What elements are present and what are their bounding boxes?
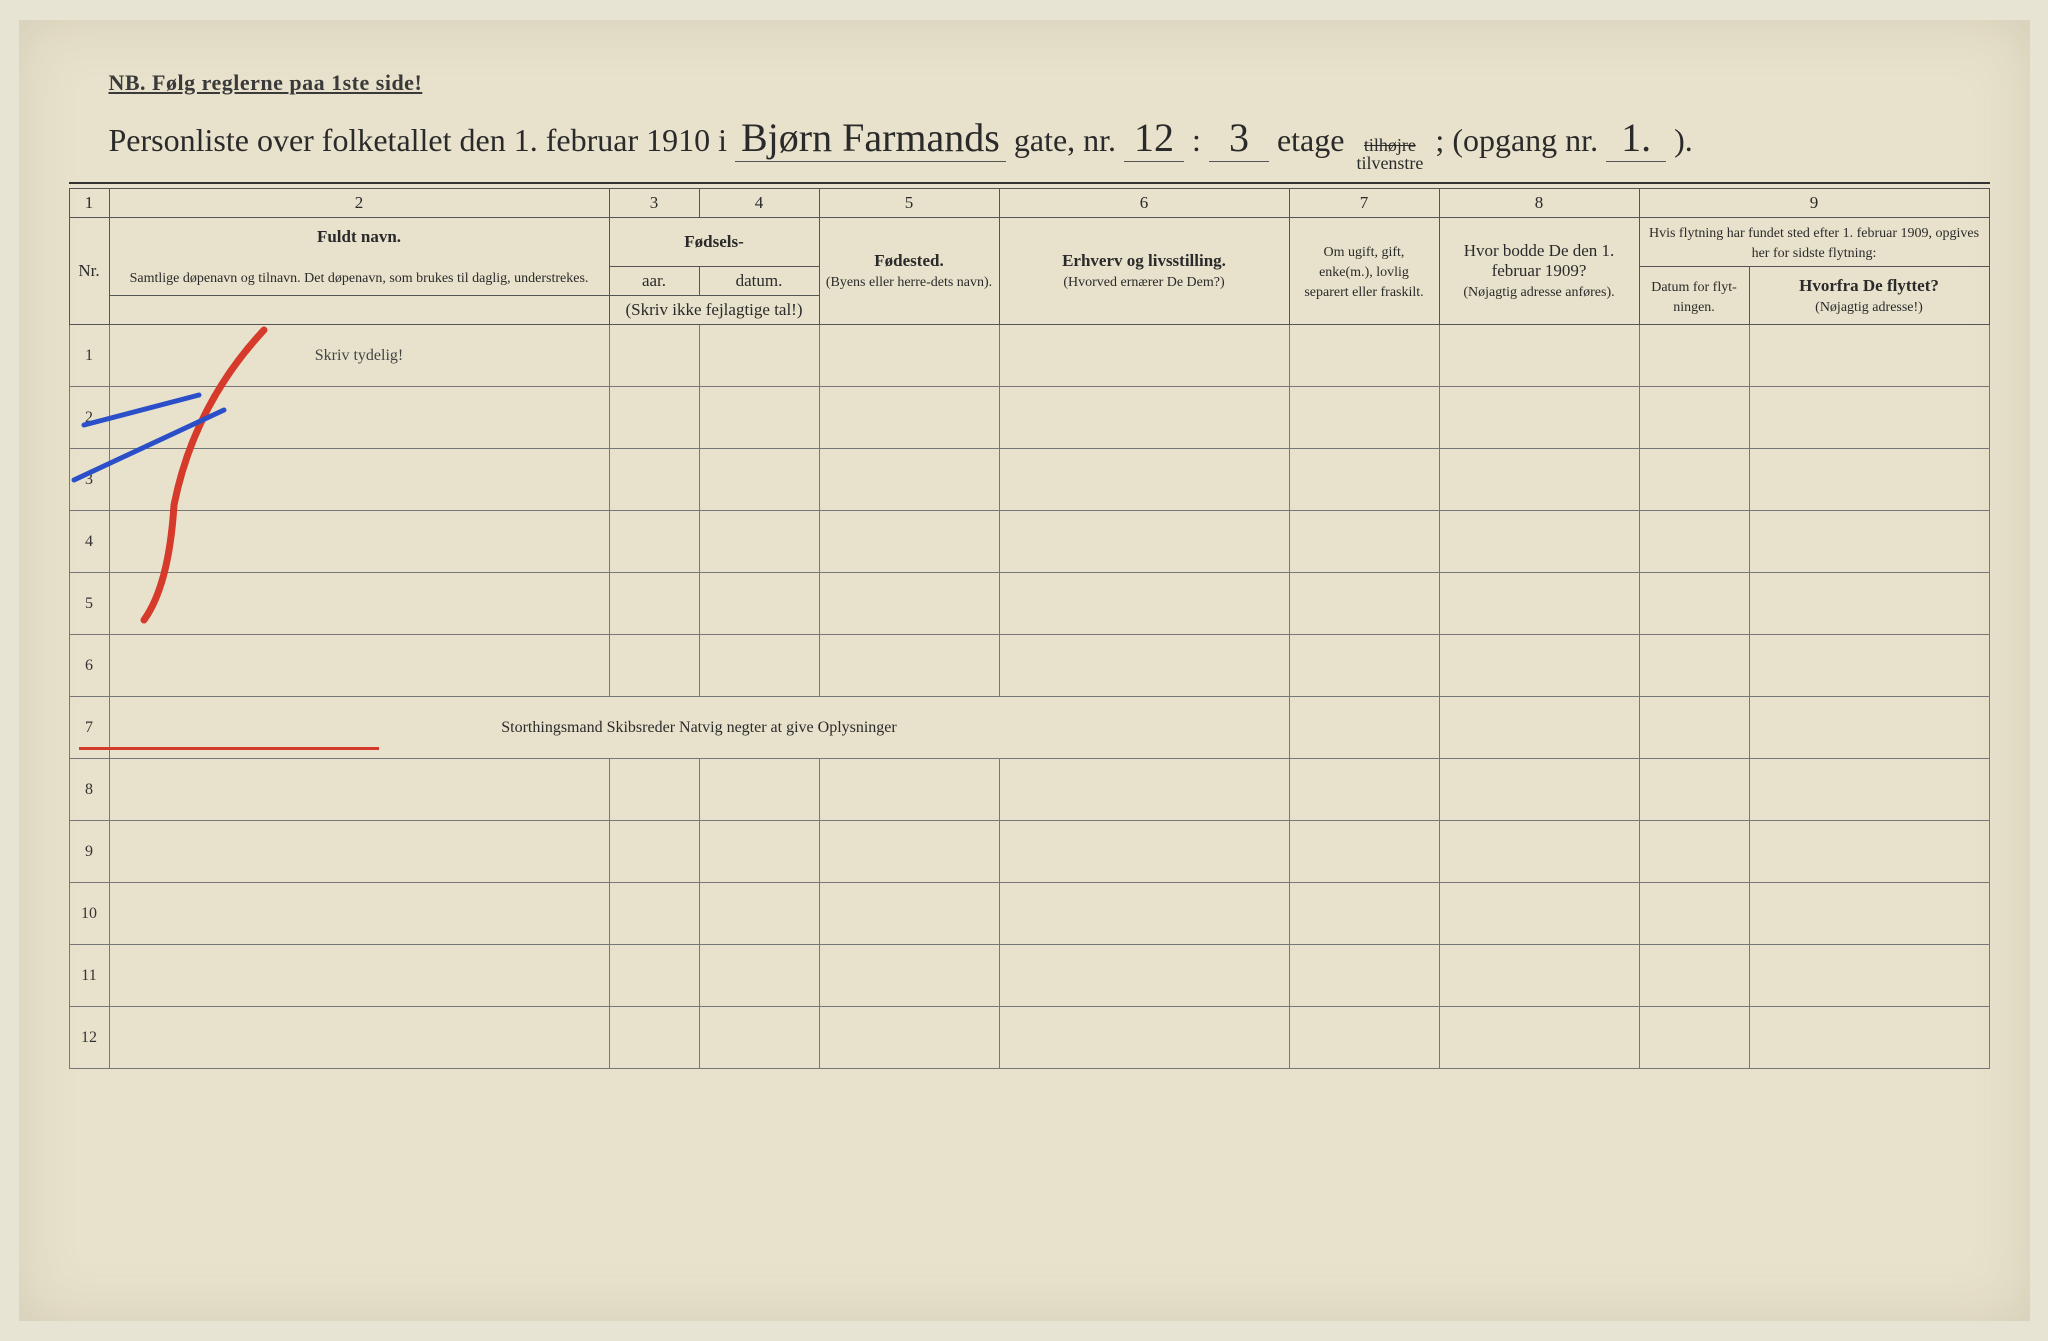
skriv-tydelig: Skriv tydelig! bbox=[315, 347, 403, 364]
table-row: 6 bbox=[69, 635, 1989, 697]
fuldt-navn: Fuldt navn. bbox=[317, 227, 401, 246]
semicolon: ; bbox=[1435, 122, 1444, 159]
flytning-label: Hvis flytning har fundet sted efter 1. f… bbox=[1639, 218, 1989, 267]
row-num: 1 bbox=[69, 325, 109, 387]
table-row: 1 Skriv tydelig! bbox=[69, 325, 1989, 387]
row-num: 12 bbox=[69, 1007, 109, 1069]
aar-label: aar. bbox=[609, 267, 699, 296]
row-num: 2 bbox=[69, 387, 109, 449]
ugift-label: Om ugift, gift, enke(m.), lovlig separer… bbox=[1289, 218, 1439, 325]
close-paren: ). bbox=[1674, 122, 1693, 159]
opgang-label: (opgang nr. bbox=[1452, 122, 1598, 159]
table-row: 4 bbox=[69, 511, 1989, 573]
table-header: 1 2 3 4 5 6 7 8 9 Nr. Fuldt navn. Samtli… bbox=[69, 189, 1989, 325]
etage-label: etage bbox=[1277, 122, 1345, 159]
table-row: 11 bbox=[69, 945, 1989, 1007]
table-row: 12 bbox=[69, 1007, 1989, 1069]
street-name-handwritten: Bjørn Farmands bbox=[735, 114, 1006, 162]
etage-handwritten: 3 bbox=[1209, 114, 1269, 162]
row7-handwritten-note: Storthingsmand Skibsreder Natvig negter … bbox=[109, 697, 1289, 759]
table-body: 1 Skriv tydelig! 2 3 4 5 6 7 Storthingsm… bbox=[69, 325, 1989, 1069]
table-row: 5 bbox=[69, 573, 1989, 635]
table-row: 10 bbox=[69, 883, 1989, 945]
fodsels-label: Fødsels- bbox=[609, 218, 819, 267]
fuldt-sub: Samtlige døpenavn og tilnavn. Det døpena… bbox=[130, 271, 589, 286]
colnum-6: 6 bbox=[999, 189, 1289, 218]
row-num: 6 bbox=[69, 635, 109, 697]
col-nr-label: Nr. bbox=[69, 218, 109, 325]
row-num: 4 bbox=[69, 511, 109, 573]
tilhojre-struck: tilhøjre bbox=[1356, 136, 1423, 154]
flyt-hvorfra-label: Hvorfra De flyttet? (Nøjagtig adresse!) bbox=[1749, 267, 1989, 325]
table-row: 3 bbox=[69, 449, 1989, 511]
row-num: 7 bbox=[69, 697, 109, 759]
table-row: 9 bbox=[69, 821, 1989, 883]
colnum-5: 5 bbox=[819, 189, 999, 218]
row-num: 3 bbox=[69, 449, 109, 511]
colnum-8: 8 bbox=[1439, 189, 1639, 218]
colnum-9: 9 bbox=[1639, 189, 1989, 218]
opgang-nr-handwritten: 1. bbox=[1606, 114, 1666, 162]
row-num: 8 bbox=[69, 759, 109, 821]
datum-label: datum. bbox=[699, 267, 819, 296]
title-prefix: Personliste over folketallet den 1. febr… bbox=[109, 122, 727, 159]
row-num: 10 bbox=[69, 883, 109, 945]
fodested-label: Fødested. (Byens eller herre-dets navn). bbox=[819, 218, 999, 325]
colnum-3: 3 bbox=[609, 189, 699, 218]
hoire-venstre: tilhøjre tilvenstre bbox=[1356, 136, 1423, 172]
colon: : bbox=[1192, 122, 1201, 159]
house-nr-handwritten: 12 bbox=[1124, 114, 1184, 162]
name-blank-sub bbox=[109, 296, 609, 325]
col-name-label: Fuldt navn. Samtlige døpenavn og tilnavn… bbox=[109, 218, 609, 296]
title-rule bbox=[69, 182, 1990, 184]
colnum-1: 1 bbox=[69, 189, 109, 218]
row-num: 9 bbox=[69, 821, 109, 883]
table-row: 8 bbox=[69, 759, 1989, 821]
nb-instruction: NB. Følg reglerne paa 1ste side! bbox=[109, 70, 1990, 96]
row1-name-cell: Skriv tydelig! bbox=[109, 325, 609, 387]
bodde-label: Hvor bodde De den 1. februar 1909? (Nøja… bbox=[1439, 218, 1639, 325]
table-row: 7 Storthingsmand Skibsreder Natvig negte… bbox=[69, 697, 1989, 759]
census-table: 1 2 3 4 5 6 7 8 9 Nr. Fuldt navn. Samtli… bbox=[69, 188, 1990, 1069]
gate-label: gate, nr. bbox=[1014, 122, 1116, 159]
erhverv-label: Erhverv og livsstilling. (Hvorved ernære… bbox=[999, 218, 1289, 325]
tilvenstre: tilvenstre bbox=[1356, 154, 1423, 172]
census-form-page: NB. Følg reglerne paa 1ste side! Personl… bbox=[19, 20, 2030, 1321]
row-num: 11 bbox=[69, 945, 109, 1007]
colnum-4: 4 bbox=[699, 189, 819, 218]
colnum-2: 2 bbox=[109, 189, 609, 218]
fodsels-sub: (Skriv ikke fejlagtige tal!) bbox=[609, 296, 819, 325]
flyt-datum-label: Datum for flyt-ningen. bbox=[1639, 267, 1749, 325]
colnum-7: 7 bbox=[1289, 189, 1439, 218]
table-row: 2 bbox=[69, 387, 1989, 449]
row-num: 5 bbox=[69, 573, 109, 635]
title-line: Personliste over folketallet den 1. febr… bbox=[109, 114, 1990, 172]
